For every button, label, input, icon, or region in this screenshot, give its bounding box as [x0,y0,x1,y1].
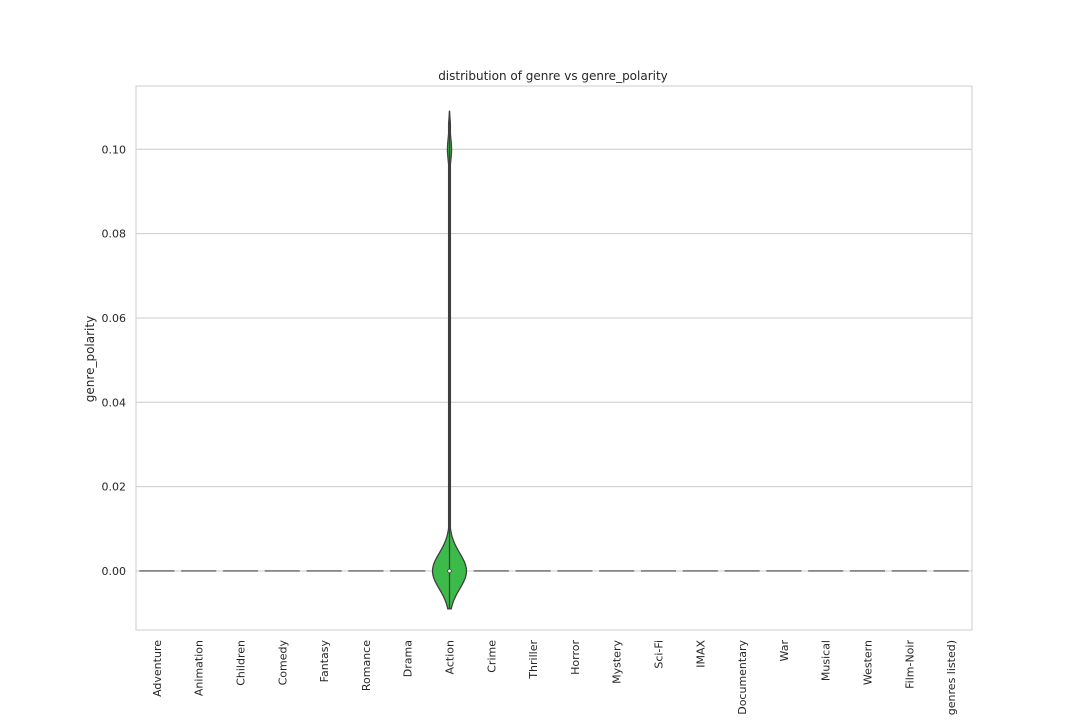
x-tick-label: IMAX [694,640,707,668]
x-tick-label: Horror [569,640,582,675]
y-tick-label: 0.10 [102,143,127,156]
violin-median-point [447,568,452,574]
y-axis-title: genre_polarity [83,316,97,402]
y-tick-label: 0.00 [102,565,127,578]
x-tick-label: Sci-Fi [653,640,666,669]
x-tick-label: War [778,640,791,662]
y-tick-label: 0.08 [102,228,127,241]
x-tick-label: Thriller [527,640,540,680]
x-tick-label: Fantasy [318,640,331,683]
y-tick-label: 0.02 [102,481,127,494]
y-axis-ticks: 0.00 0.02 0.04 0.06 0.08 0.10 [102,143,127,578]
chart-title: distribution of genre vs genre_polarity [438,69,668,83]
x-tick-label: genres listed) [945,640,958,715]
gridlines [136,148,972,572]
x-tick-label: Documentary [736,640,749,715]
x-tick-label: Film-Noir [903,640,916,689]
x-tick-label: Crime [485,640,498,673]
violins [139,110,969,610]
x-axis-ticks: Adventure Animation Children Comedy Fantasy R… [151,640,958,716]
x-tick-label: Adventure [151,640,164,697]
x-tick-label: Action [444,640,457,674]
y-tick-label: 0.04 [102,396,127,409]
x-tick-label: Drama [402,640,415,677]
x-tick-label: Animation [193,640,206,696]
x-tick-label: Children [235,640,248,686]
x-tick-label: Musical [820,640,833,681]
x-tick-label: Comedy [276,640,289,686]
plot-frame [135,85,973,631]
y-tick-label: 0.06 [102,312,127,325]
x-tick-label: Romance [360,640,373,691]
x-tick-label: Western [862,640,875,685]
x-tick-label: Mystery [611,640,624,684]
